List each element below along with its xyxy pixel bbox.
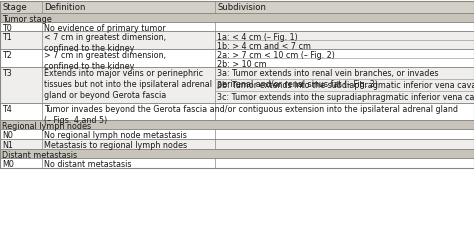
Text: > 7 cm in greatest dimension,
confined to the kidney: > 7 cm in greatest dimension, confined t…: [44, 51, 166, 71]
Bar: [215, 129, 474, 139]
Text: T3: T3: [2, 69, 12, 78]
Bar: [42, 103, 215, 120]
Bar: [215, 22, 474, 31]
Text: Extends into major veins or perinephric
tissues but not into the ipsilateral adr: Extends into major veins or perinephric …: [44, 69, 212, 100]
Text: No distant metastasis: No distant metastasis: [44, 160, 132, 169]
Text: T4: T4: [2, 105, 12, 114]
Bar: [0, 139, 42, 149]
Bar: [0, 67, 42, 103]
Bar: [215, 103, 474, 120]
Text: Distant metastasis: Distant metastasis: [2, 151, 78, 160]
Bar: [42, 139, 215, 149]
Bar: [42, 49, 215, 67]
Bar: [42, 67, 215, 103]
Bar: [42, 158, 215, 168]
Text: Tumor stage: Tumor stage: [2, 15, 52, 24]
Bar: [42, 129, 215, 139]
Bar: [42, 22, 215, 31]
Text: M0: M0: [2, 160, 14, 169]
Text: 3b: Tumor extends into the subdiaphragmatic inferior vena cava: 3b: Tumor extends into the subdiaphragma…: [217, 81, 474, 90]
Text: Regional lymph nodes: Regional lymph nodes: [2, 122, 91, 131]
Text: T0: T0: [2, 24, 12, 33]
Bar: [0, 1, 474, 13]
Text: 2a: > 7 cm < 10 cm (– Fig. 2): 2a: > 7 cm < 10 cm (– Fig. 2): [217, 51, 335, 60]
Text: No regional lymph node metastasis: No regional lymph node metastasis: [44, 131, 187, 140]
Text: Stage: Stage: [2, 3, 27, 12]
Text: < 7 cm in greatest dimension,
confined to the kidney: < 7 cm in greatest dimension, confined t…: [44, 33, 166, 53]
Text: No evidence of primary tumor: No evidence of primary tumor: [44, 24, 166, 33]
Bar: [0, 149, 474, 158]
Text: Metastasis to regional lymph nodes: Metastasis to regional lymph nodes: [44, 141, 187, 150]
Text: Subdivision: Subdivision: [217, 3, 266, 12]
Bar: [0, 1, 474, 168]
Text: 2b: > 10 cm: 2b: > 10 cm: [217, 60, 267, 69]
Bar: [215, 67, 474, 103]
Text: Definition: Definition: [44, 3, 86, 12]
Bar: [215, 49, 474, 67]
Bar: [0, 22, 42, 31]
Text: 1b: > 4 cm and < 7 cm: 1b: > 4 cm and < 7 cm: [217, 42, 311, 51]
Bar: [0, 31, 42, 49]
Bar: [0, 49, 42, 67]
Bar: [215, 31, 474, 49]
Bar: [0, 158, 42, 168]
Bar: [0, 129, 42, 139]
Bar: [0, 13, 474, 22]
Text: Tumor invades beyond the Gerota fascia and/or contiguous extension into the ipsi: Tumor invades beyond the Gerota fascia a…: [44, 105, 458, 125]
Text: 3a: Tumor extends into renal vein branches, or invades
perirenal and/or renal si: 3a: Tumor extends into renal vein branch…: [217, 69, 439, 89]
Bar: [0, 120, 474, 129]
Bar: [0, 103, 42, 120]
Text: 1a: < 4 cm (– Fig. 1): 1a: < 4 cm (– Fig. 1): [217, 33, 298, 42]
Bar: [42, 31, 215, 49]
Text: N1: N1: [2, 141, 13, 150]
Bar: [215, 158, 474, 168]
Text: N0: N0: [2, 131, 13, 140]
Text: T2: T2: [2, 51, 12, 60]
Bar: [215, 139, 474, 149]
Text: T1: T1: [2, 33, 12, 42]
Text: 3c: Tumor extends into the supradiaphragmatic inferior vena cava: 3c: Tumor extends into the supradiaphrag…: [217, 93, 474, 102]
